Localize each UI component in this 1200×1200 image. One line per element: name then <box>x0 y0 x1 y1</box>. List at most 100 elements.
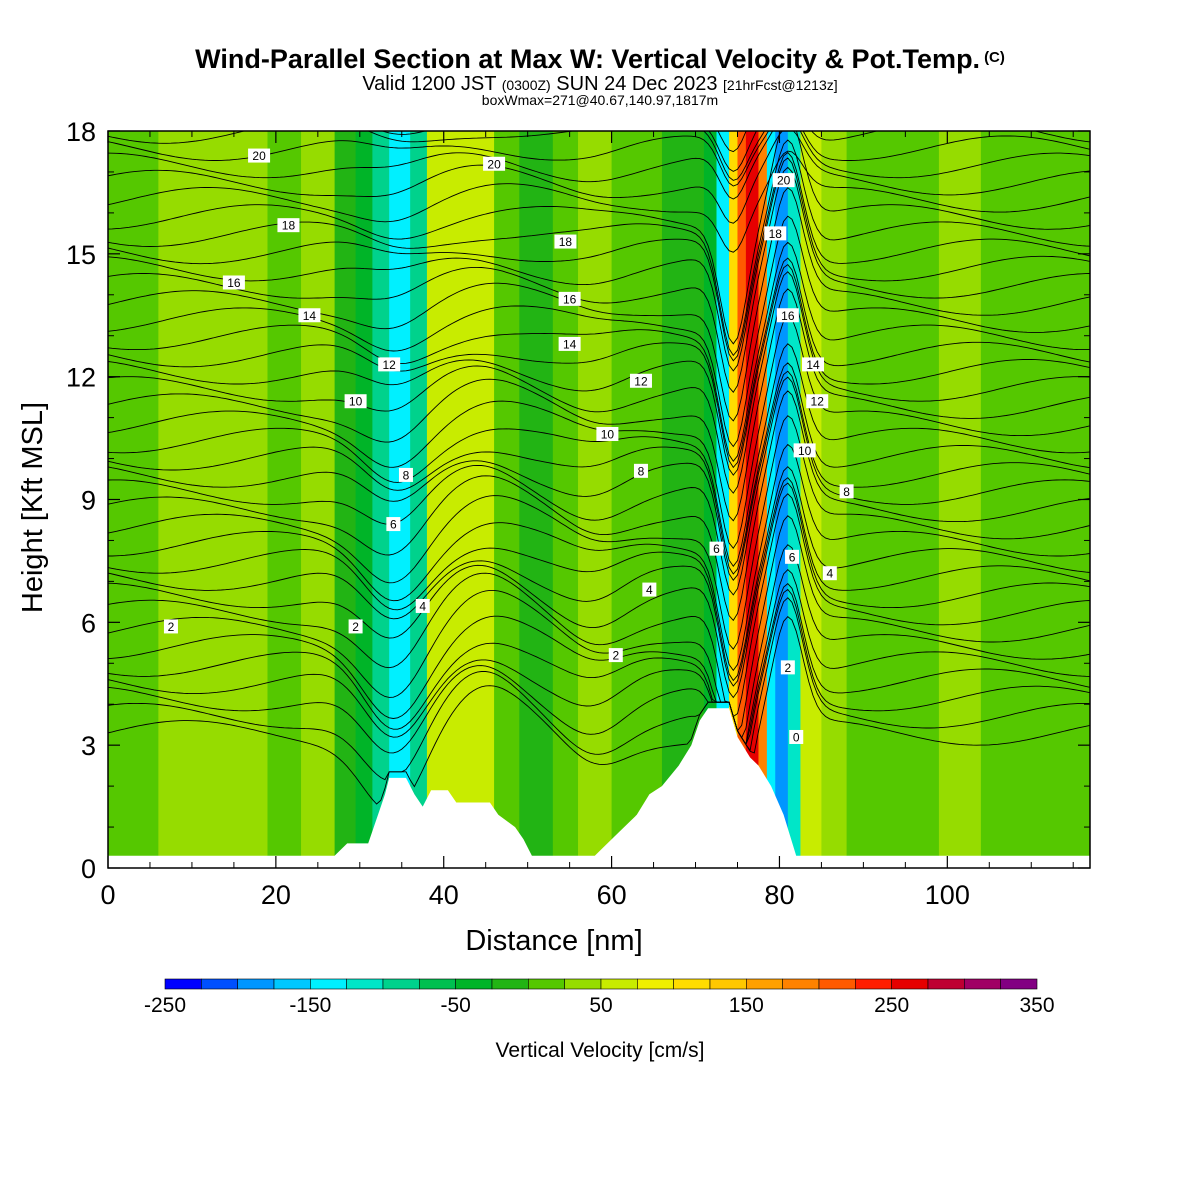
contour-label-text: 16 <box>563 292 577 306</box>
contour-label-box <box>483 156 506 171</box>
x-axis-label: Distance [nm] <box>465 925 642 957</box>
contour-label-box <box>789 729 804 744</box>
colorbar-swatch <box>1000 978 1038 990</box>
velocity-band <box>426 131 495 868</box>
colorbar-swatch <box>273 978 311 990</box>
contour-label-text: 0 <box>793 730 800 744</box>
colorbar-swatch <box>637 978 674 990</box>
velocity-band <box>758 131 768 868</box>
contour-label-text: 20 <box>777 174 791 188</box>
colorbar-swatch <box>164 978 202 990</box>
contour-label: 18 <box>554 234 577 249</box>
contour-label: 6 <box>709 541 724 556</box>
contour-label: 8 <box>633 463 648 478</box>
colorbar-swatch <box>455 978 493 990</box>
isentrope-line <box>108 482 1090 699</box>
contour-label-text: 18 <box>559 235 573 249</box>
contour-label-box <box>642 582 657 597</box>
contour-label-box <box>776 308 799 323</box>
colorbar: -250 -150 -50 50 150 250 350 Vertical Velocity … <box>144 978 1055 1062</box>
contour-label-text: 20 <box>252 149 266 163</box>
contour-label: 0 <box>789 729 804 744</box>
isentrope-line <box>108 166 1090 393</box>
contour-label-box <box>822 566 837 581</box>
contour-label: 14 <box>802 357 825 372</box>
isentrope-line <box>108 477 1090 687</box>
contour-label-text: 18 <box>282 219 296 233</box>
contour-label-box <box>558 336 581 351</box>
contour-label-text: 6 <box>390 518 397 532</box>
valid-prefix: Valid 1200 JST <box>362 73 497 95</box>
x-tick-label: 0 <box>100 880 115 910</box>
isentrope-line <box>108 131 1090 200</box>
contour-label-text: 10 <box>349 395 363 409</box>
colorbar-swatch <box>600 978 638 990</box>
velocity-band <box>372 131 390 868</box>
isentrope-line <box>108 370 1090 581</box>
contour-label-text: 12 <box>811 395 825 409</box>
colorbar-swatch <box>709 978 747 990</box>
velocity-band <box>301 131 336 868</box>
colorbar-swatch <box>927 978 965 990</box>
contour-label: 16 <box>558 291 581 306</box>
contour-label-box <box>780 660 795 675</box>
colorbar-swatch <box>419 978 456 990</box>
contour-label-text: 14 <box>806 358 820 372</box>
isentrope-line <box>108 215 1090 448</box>
isentrope-line <box>108 390 1090 622</box>
chart-title: Wind-Parallel Section at Max W: Vertical… <box>0 44 1200 75</box>
colorbar-tick-label: 150 <box>729 994 764 1017</box>
contour-label-text: 8 <box>403 468 410 482</box>
contour-label: 12 <box>378 357 401 372</box>
isentrope-line <box>108 257 1090 469</box>
contour-label: 6 <box>386 517 401 532</box>
contour-label: 2 <box>608 648 623 663</box>
isentrope-line <box>108 568 1090 746</box>
y-tick-label: 3 <box>81 731 96 761</box>
y-tick-label: 12 <box>66 363 96 393</box>
contour-label-text: 8 <box>638 464 645 478</box>
contour-label: 2 <box>163 619 178 634</box>
colorbar-swatch <box>964 978 1001 990</box>
colorbar-swatch <box>528 978 565 990</box>
colorbar-swatch <box>382 978 420 990</box>
colorbar-tick-label: -150 <box>289 994 331 1017</box>
contour-label-text: 12 <box>382 358 396 372</box>
velocity-band <box>611 131 663 868</box>
contour-label-box <box>629 373 652 388</box>
contour-label-text: 8 <box>843 485 850 499</box>
isentrope-line <box>108 343 1090 567</box>
velocity-band <box>703 131 718 868</box>
contour-label-box <box>633 463 648 478</box>
contour-label-text: 10 <box>601 427 615 441</box>
contour-label-box <box>793 443 816 458</box>
contour-label-text: 4 <box>419 599 426 613</box>
colorbar-swatch <box>891 978 929 990</box>
colorbar-swatch <box>237 978 275 990</box>
contour-label-text: 14 <box>563 337 577 351</box>
velocity-field <box>108 131 1090 868</box>
colorbar-swatch <box>564 978 602 990</box>
velocity-band <box>158 131 268 868</box>
velocity-band <box>334 131 357 868</box>
contour-label-text: 12 <box>634 374 648 388</box>
x-tick-label: 100 <box>925 880 970 910</box>
contour-label-box <box>764 226 787 241</box>
contour-label-box <box>378 357 401 372</box>
velocity-band <box>519 131 554 868</box>
colorbar-swatch <box>746 978 783 990</box>
isentrope-line <box>108 263 1090 476</box>
contour-label: 16 <box>776 308 799 323</box>
colorbar-tick-label: 50 <box>589 994 612 1017</box>
contour-label-box <box>802 357 825 372</box>
contour-label-box <box>608 648 623 663</box>
isentrope-line <box>108 131 1090 224</box>
contour-label-box <box>806 394 829 409</box>
contour-label-text: 20 <box>487 157 501 171</box>
isentrope-line <box>108 151 1090 362</box>
isentrope-line <box>108 150 1090 253</box>
